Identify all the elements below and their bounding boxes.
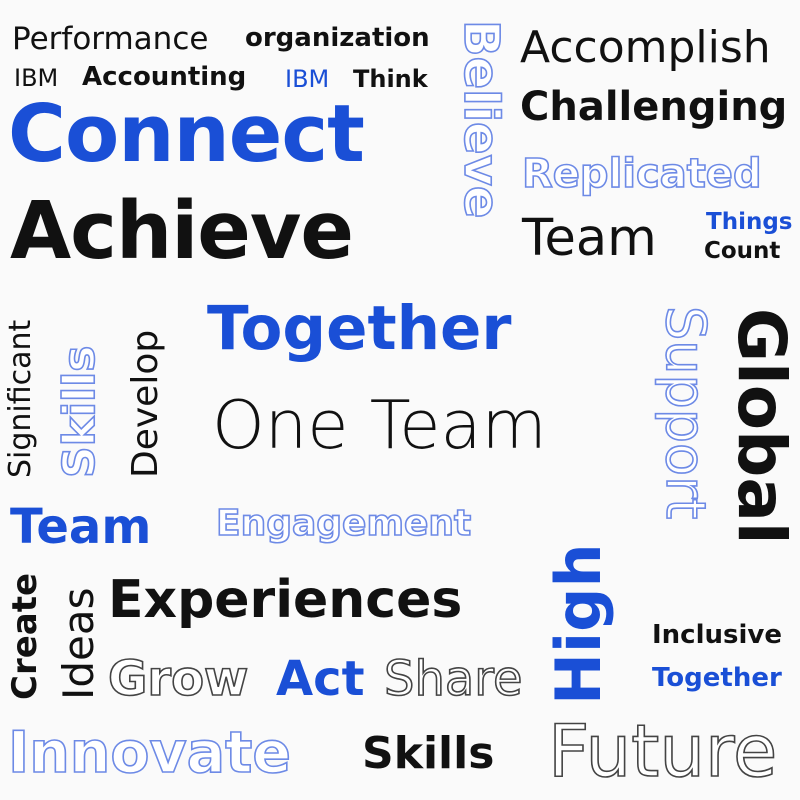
word-achieve: Achieve [10, 185, 354, 277]
word-create: Create [5, 572, 45, 700]
word-replicated: Replicated [521, 151, 762, 197]
word-together-large: Together [207, 293, 512, 364]
word-together-small: Together [652, 663, 782, 693]
word-ibm: IBM [14, 64, 59, 92]
word-count: Count [704, 238, 781, 264]
word-team-bold: Team [10, 499, 152, 555]
word-team-thin: Team [522, 209, 657, 268]
word-skills-vertical: Skills [53, 345, 106, 479]
word-challenging: Challenging [520, 84, 788, 130]
word-organization: organization [245, 23, 430, 53]
word-share: Share [383, 651, 523, 707]
word-high: High [542, 543, 615, 705]
word-act: Act [276, 651, 365, 707]
word-ibm-blue: IBM [285, 65, 330, 93]
word-grow: Grow [107, 651, 249, 707]
word-accounting: Accounting [82, 62, 247, 92]
word-accomplish: Accomplish [520, 22, 771, 73]
word-skills-bottom: Skills [362, 728, 495, 779]
word-think: Think [353, 65, 428, 93]
word-develop: Develop [125, 329, 166, 478]
word-future: Future [547, 709, 778, 793]
word-things: Things [706, 209, 793, 235]
word-significant: Significant [3, 319, 38, 478]
word-ideas: Ideas [54, 587, 103, 700]
word-experiences: Experiences [108, 570, 463, 630]
word-connect: Connect [8, 88, 365, 180]
word-innovate: Innovate [7, 720, 292, 786]
word-inclusive: Inclusive [652, 620, 782, 650]
word-one-team: One Team [212, 386, 547, 464]
word-believe: Believe [452, 19, 510, 219]
word-performance: Performance [12, 21, 209, 57]
word-support: Support [653, 305, 718, 520]
word-engagement: Engagement [215, 503, 472, 544]
word-global: Global [723, 308, 800, 545]
